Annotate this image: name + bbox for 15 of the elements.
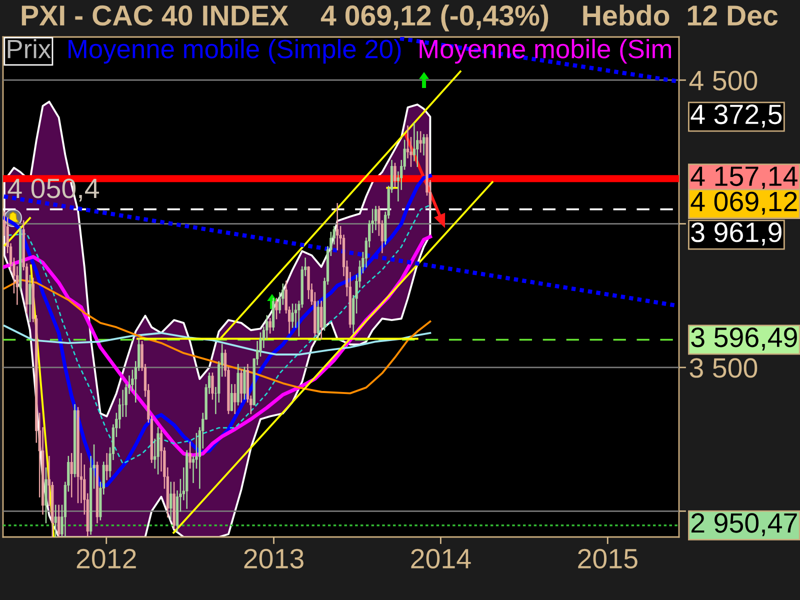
text: Moyenne mobile (Simple 20) (68, 39, 401, 64)
y-tick-label: 4 500 (689, 70, 758, 90)
x-tick-label: 2012 (76, 548, 136, 569)
ref-line-label: 2 950,47 (692, 513, 797, 536)
text: 4 069,12 (690, 192, 797, 215)
x-tick-label: 2014 (411, 548, 471, 569)
chart-title: PXI - CAC 40 INDEX 4 069,12 (-0,43%) Hebdo 12 Dec (22, 4, 778, 32)
ref-line-label: 3 596,49 (691, 328, 797, 350)
text: 4 372,5 (690, 104, 782, 128)
x-tick-label: 2013 (244, 548, 304, 569)
x-tick-label: 2015 (578, 548, 638, 569)
legend-title: Prix (8, 39, 51, 58)
y-tick-label: 3 500 (690, 358, 758, 378)
ref-line-label: 4 157,14 (690, 166, 798, 190)
text: 3 961,9 (691, 222, 782, 246)
